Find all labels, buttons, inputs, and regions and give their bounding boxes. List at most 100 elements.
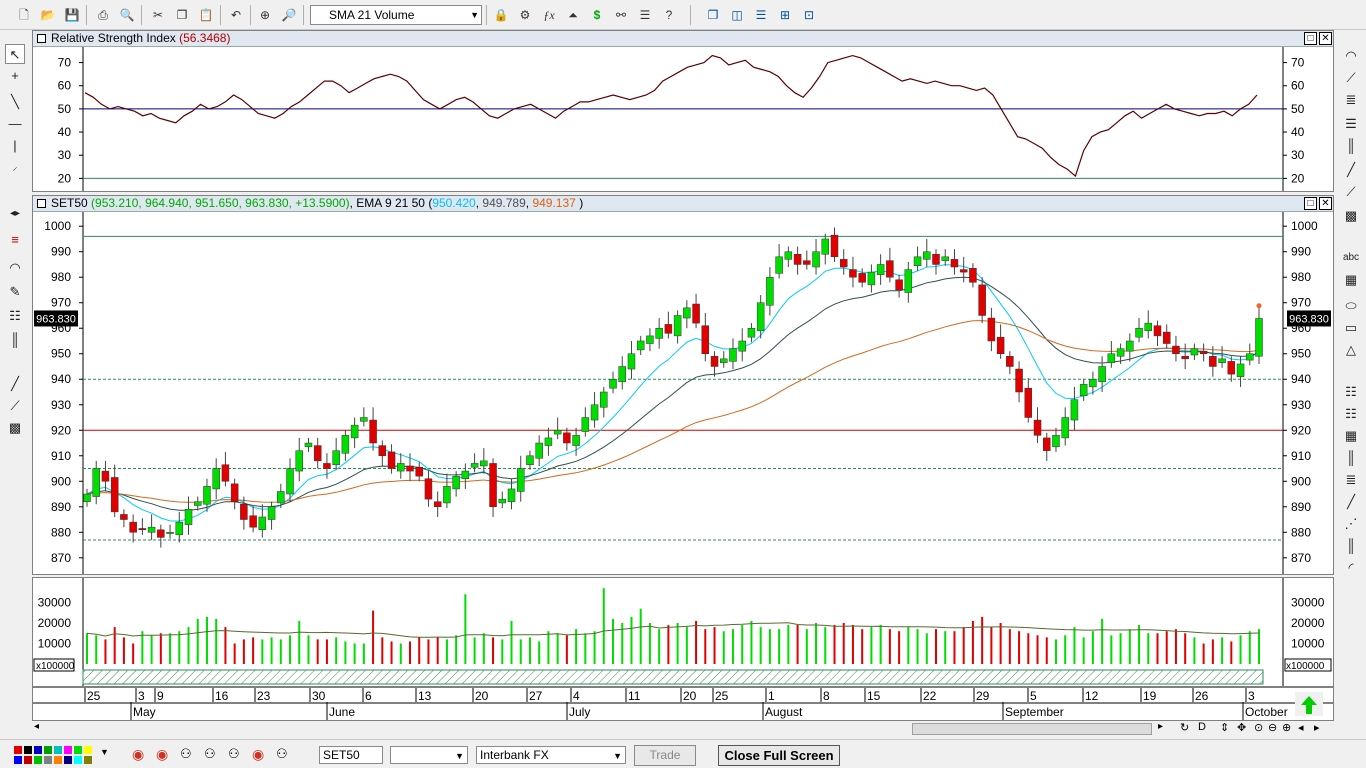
- arrange-icon[interactable]: ⊡: [803, 8, 815, 22]
- vertical-line-icon[interactable]: |: [13, 138, 17, 153]
- close-pane-icon[interactable]: ✕: [1319, 32, 1332, 45]
- pencil-icon[interactable]: ✎: [9, 284, 21, 299]
- chart-icon[interactable]: ⏶: [568, 8, 578, 22]
- paste-icon[interactable]: 📋: [198, 8, 214, 22]
- browser-icon-2[interactable]: ◉: [156, 746, 169, 762]
- candle-body: [147, 526, 156, 533]
- trade-button[interactable]: Trade: [634, 745, 696, 766]
- line-tool-icon[interactable]: ╱: [11, 376, 19, 391]
- day-label: 8: [823, 689, 830, 703]
- bars-icon[interactable]: ║: [10, 332, 20, 347]
- zoom-icon[interactable]: 🔎: [281, 8, 297, 22]
- volume-pane[interactable]: 30000 30000 20000 20000 10000 10000 x100000 x10…: [32, 577, 1334, 687]
- close-full-screen-button[interactable]: Close Full Screen: [718, 745, 840, 766]
- scroll-left-icon[interactable]: ◂: [34, 721, 40, 732]
- zoom-reset-icon[interactable]: ⊙: [1254, 722, 1264, 734]
- next-icon[interactable]: ▸: [1314, 722, 1320, 734]
- maximize-pane-icon[interactable]: □: [1304, 32, 1317, 45]
- day-label: 23: [257, 689, 271, 703]
- andrews-icon[interactable]: ≣: [1345, 472, 1357, 487]
- lock-icon[interactable]: 🔒: [493, 8, 509, 22]
- parallel-icon[interactable]: ║: [1346, 138, 1356, 153]
- list-icon[interactable]: ☰: [639, 8, 651, 22]
- indicator-select[interactable]: SMA 21 Volume ▼: [310, 5, 482, 25]
- arc-tool2-icon[interactable]: ◜: [1348, 560, 1354, 575]
- save-icon[interactable]: 💾: [64, 8, 80, 22]
- group-icon-1[interactable]: ⚇: [180, 746, 192, 761]
- trendline-icon[interactable]: ╲: [11, 94, 19, 109]
- vertical-zoom-icon[interactable]: ⇕: [1220, 722, 1230, 734]
- vol-unit-label: x100000: [1286, 661, 1325, 672]
- regression-icon[interactable]: ╱: [1347, 494, 1355, 509]
- dollar-icon[interactable]: $: [593, 8, 601, 22]
- vertical-ticks-icon[interactable]: ║: [1346, 538, 1356, 553]
- arc-icon[interactable]: ◠: [9, 260, 21, 275]
- palette-dropdown-icon[interactable]: ▼: [100, 747, 109, 757]
- period-d-icon[interactable]: D: [1198, 721, 1206, 733]
- grid-right-icon[interactable]: ▩: [1344, 208, 1358, 223]
- triangle-icon[interactable]: △: [1346, 342, 1356, 357]
- binoculars-icon[interactable]: ⚯: [615, 8, 627, 22]
- fan-right-icon[interactable]: ⟋: [1346, 70, 1356, 85]
- maximize-price-pane-icon[interactable]: □: [1304, 197, 1317, 210]
- fib-right-icon[interactable]: ☷: [1345, 384, 1357, 399]
- print-preview-icon[interactable]: 🔍: [119, 8, 135, 22]
- fib-retrace-icon[interactable]: ☷: [9, 308, 21, 323]
- refresh-icon[interactable]: ↻: [1180, 722, 1190, 734]
- print-icon[interactable]: ⎙: [98, 8, 108, 22]
- crosshair-icon[interactable]: ⊕: [259, 8, 271, 22]
- tile-vertical-icon[interactable]: ◫: [731, 8, 743, 22]
- group-icon-4[interactable]: ⚇: [276, 746, 288, 761]
- pointer-icon[interactable]: ↖: [5, 44, 25, 64]
- fan-icon[interactable]: ⟋: [10, 398, 20, 413]
- gann-grid-icon[interactable]: ▦: [1344, 428, 1358, 443]
- cycle-lines-icon[interactable]: ║: [1346, 450, 1356, 465]
- speed-lines-icon[interactable]: ☰: [1345, 116, 1357, 131]
- horizontal-line-icon[interactable]: —: [8, 116, 22, 131]
- rectangle-icon[interactable]: ▭: [1344, 320, 1358, 335]
- symbol-input[interactable]: SET50: [319, 746, 383, 764]
- cycle-icon[interactable]: ≣: [1345, 92, 1357, 107]
- rsi-pane[interactable]: Relative Strength Index (56.3468) □ ✕ 70…: [32, 30, 1334, 192]
- zoom-in-icon[interactable]: ⊕: [1282, 722, 1292, 734]
- price-pane[interactable]: SET50 (953.210, 964.940, 951.650, 963.83…: [32, 195, 1334, 575]
- line-right-icon[interactable]: ╱: [1347, 162, 1355, 177]
- gann-icon[interactable]: ⟋: [1346, 184, 1356, 199]
- formula-icon[interactable]: ƒx: [543, 8, 555, 22]
- undo-icon[interactable]: ↶: [230, 8, 242, 22]
- speed-fan-icon[interactable]: ⋰: [1344, 516, 1358, 531]
- channel-icon[interactable]: ⸝: [12, 162, 18, 173]
- period-select[interactable]: ▼: [390, 746, 468, 764]
- close-price-pane-icon[interactable]: ✕: [1319, 197, 1332, 210]
- copy-icon[interactable]: ❐: [176, 8, 188, 22]
- tile-horizontal-icon[interactable]: ☰: [755, 8, 767, 22]
- grid-tool-icon[interactable]: ▩: [8, 420, 22, 435]
- arc-right-icon[interactable]: ◠: [1345, 48, 1357, 63]
- new-icon[interactable]: 🗋: [19, 8, 29, 22]
- open-icon[interactable]: 📂: [40, 8, 56, 22]
- tile-grid-icon[interactable]: ⊞: [779, 8, 791, 22]
- browser-icon-1[interactable]: ◉: [132, 746, 145, 762]
- fibonacci-icon[interactable]: ≡: [11, 232, 19, 247]
- cascade-windows-icon[interactable]: ❐: [707, 8, 719, 22]
- prev-icon[interactable]: ◂: [1298, 722, 1304, 734]
- scrollbar-thumb[interactable]: [912, 723, 1152, 735]
- wizard-icon[interactable]: ⚙: [519, 8, 531, 22]
- fib-time-icon[interactable]: ☷: [1345, 406, 1357, 421]
- group-icon-3[interactable]: ⚇: [228, 746, 240, 761]
- ellipse-icon[interactable]: ⬭: [1345, 298, 1357, 313]
- group-icon-2[interactable]: ⚇: [204, 746, 216, 761]
- crosshair-tool-icon[interactable]: +: [11, 68, 19, 83]
- zoom-out-icon[interactable]: ⊖: [1268, 722, 1278, 734]
- color-palette[interactable]: [14, 746, 98, 764]
- cut-icon[interactable]: ✂: [152, 8, 164, 22]
- browser-icon-3[interactable]: ◉: [252, 746, 265, 762]
- calendar-icon[interactable]: ▦: [1344, 272, 1358, 287]
- month-label: September: [1005, 705, 1064, 719]
- source-select[interactable]: Interbank FX ▼: [476, 746, 626, 764]
- move-icon[interactable]: ✥: [1237, 722, 1247, 734]
- scroll-right-icon[interactable]: ▸: [1158, 721, 1164, 732]
- help-icon[interactable]: ?: [665, 8, 673, 22]
- text-tool-icon[interactable]: abc: [1342, 252, 1360, 263]
- scroll-icon[interactable]: ◂▸: [9, 208, 21, 219]
